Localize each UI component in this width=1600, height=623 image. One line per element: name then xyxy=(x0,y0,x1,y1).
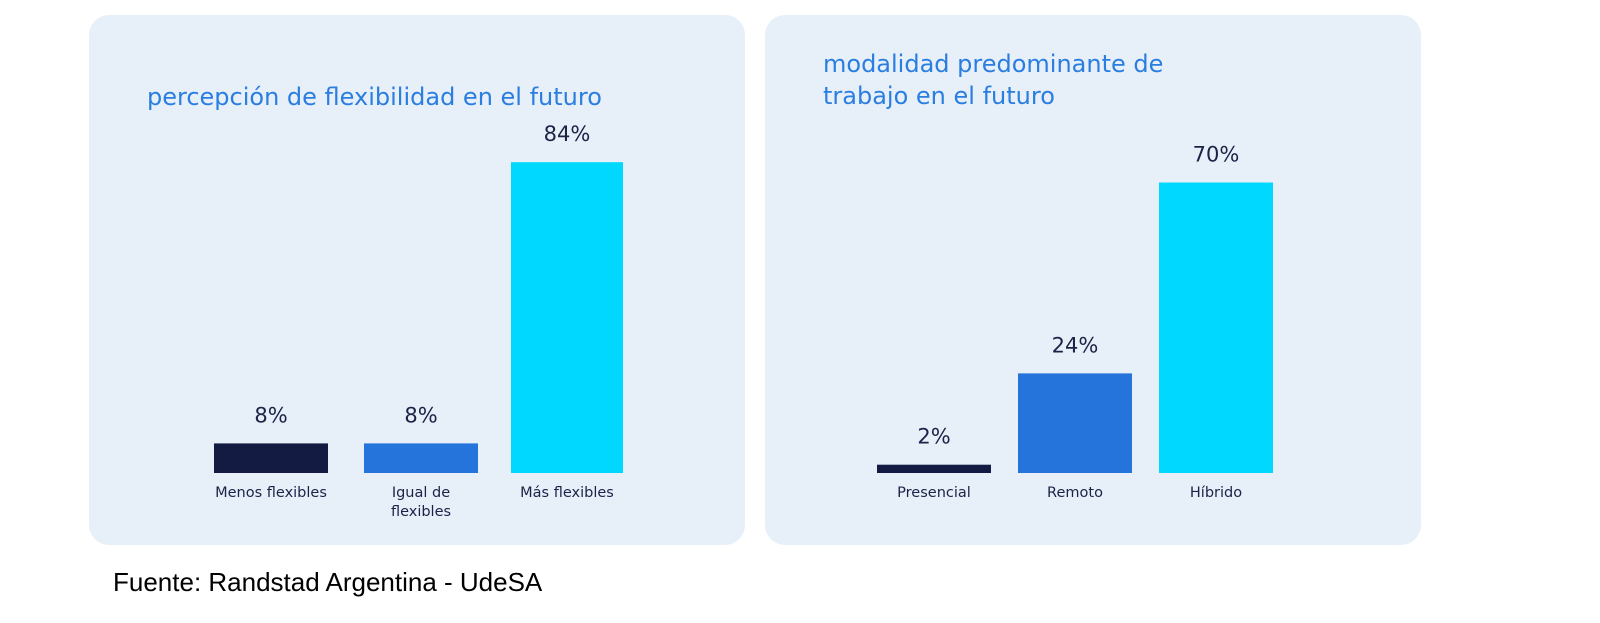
bar-value-label: 84% xyxy=(544,122,591,146)
chart-work-modality: modalidad predominante de trabajo en el f… xyxy=(823,50,1273,501)
bar-value-label: 8% xyxy=(404,403,437,427)
bar xyxy=(214,443,328,473)
chart-flexibility: percepción de flexibilidad en el futuro 8… xyxy=(147,83,623,520)
category-label: Remoto xyxy=(1047,485,1103,501)
bar xyxy=(364,443,478,473)
category-label: Híbrido xyxy=(1190,485,1242,501)
category-label: Igual de xyxy=(392,485,450,501)
chart-panel-flexibility: percepción de flexibilidad en el futuro 8… xyxy=(89,15,745,545)
category-label: flexibles xyxy=(391,504,451,520)
bar-value-label: 70% xyxy=(1193,143,1240,167)
chart-panel-work-modality: modalidad predominante de trabajo en el f… xyxy=(765,15,1421,545)
bar xyxy=(877,464,991,473)
category-label: Presencial xyxy=(897,485,971,501)
chart-title-line: modalidad predominante de xyxy=(823,50,1163,78)
bar-value-label: 24% xyxy=(1052,333,1099,357)
bar xyxy=(1018,373,1132,473)
chart-title-line: trabajo en el futuro xyxy=(823,82,1055,110)
bar xyxy=(1159,182,1273,473)
category-label: Menos flexibles xyxy=(215,485,327,501)
bar-value-label: 8% xyxy=(254,403,287,427)
source-note: Fuente: Randstad Argentina - UdeSA xyxy=(113,567,543,597)
bar-value-label: 2% xyxy=(917,425,950,449)
chart-title-line: percepción de flexibilidad en el futuro xyxy=(147,83,602,111)
bar xyxy=(511,162,623,473)
category-label: Más flexibles xyxy=(520,485,614,501)
